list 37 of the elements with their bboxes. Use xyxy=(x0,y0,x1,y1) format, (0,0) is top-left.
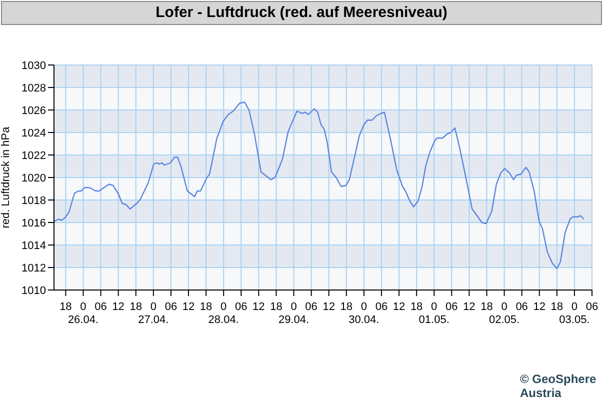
x-tick-label: 12 xyxy=(182,301,195,313)
x-tick-label: 18 xyxy=(550,301,564,313)
y-tick-label: 1014 xyxy=(22,240,46,252)
y-tick-label: 1018 xyxy=(22,194,46,207)
x-tick-label: 18 xyxy=(480,301,493,313)
x-tick-label: 06 xyxy=(164,301,178,313)
y-tick-label: 1024 xyxy=(22,127,46,140)
x-tick-label: 18 xyxy=(130,301,142,313)
x-tick-label: 18 xyxy=(340,301,353,313)
x-tick-label: 18 xyxy=(60,301,72,313)
y-tick-label: 1020 xyxy=(22,172,46,184)
y-tick-label: 1026 xyxy=(22,104,46,117)
y-tick-label: 1016 xyxy=(22,217,46,230)
x-tick-label: 12 xyxy=(252,301,265,313)
y-tick-label: 1012 xyxy=(22,262,46,274)
x-tick-label: 06 xyxy=(516,301,528,313)
x-tick-label: 12 xyxy=(322,301,335,313)
x-tick-label: 06 xyxy=(305,301,318,313)
y-tick-label: 1030 xyxy=(22,60,46,72)
x-tick-label: 18 xyxy=(200,301,212,313)
x-tick-label: 18 xyxy=(270,301,282,313)
y-axis-title: red. Luftdruck in hPa xyxy=(0,126,12,228)
y-tick-label: 1028 xyxy=(22,82,46,94)
x-tick-label: 18 xyxy=(410,301,423,313)
x-tick-label: 06 xyxy=(94,301,107,313)
y-tick-label: 1010 xyxy=(22,284,46,297)
x-tick-label: 12 xyxy=(463,301,476,313)
x-tick-label: 06 xyxy=(446,301,458,313)
y-tick-label: 1022 xyxy=(22,150,46,162)
chart-title: Lofer - Luftdruck (red. auf Meeresniveau) xyxy=(1,1,602,25)
x-tick-label: 12 xyxy=(392,301,406,313)
x-tick-label: 12 xyxy=(112,301,124,313)
x-tick-label: 06 xyxy=(235,301,248,313)
x-tick-label: 06 xyxy=(586,301,598,313)
x-tick-label: 12 xyxy=(533,301,546,313)
x-tick-label: 06 xyxy=(375,301,388,313)
text: © GeoSphere Austria xyxy=(520,372,598,400)
